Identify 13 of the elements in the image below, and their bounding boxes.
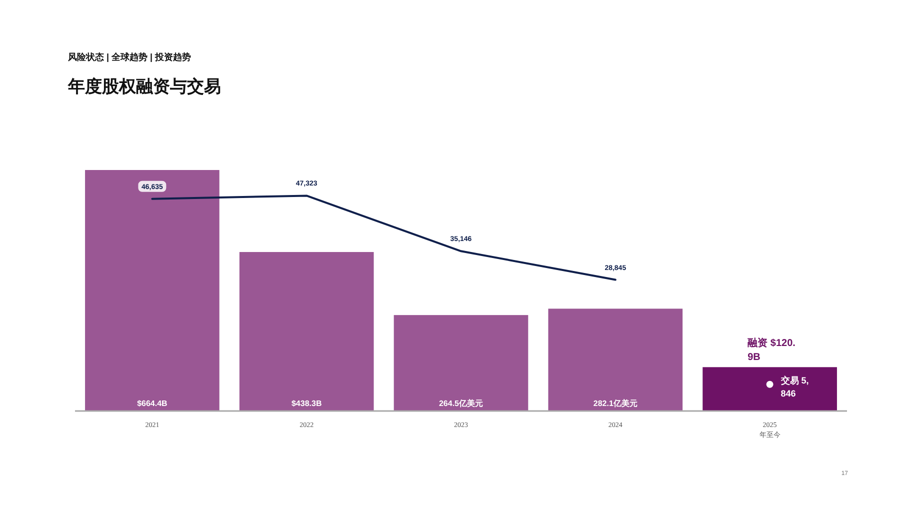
data-label: 交易 5,846	[780, 375, 809, 398]
data-label: $664.4B	[137, 399, 168, 408]
data-label: 264.5亿美元	[438, 398, 484, 408]
bar	[702, 367, 837, 411]
bar	[85, 170, 220, 411]
chart-title: 年度股权融资与交易	[67, 77, 221, 96]
bar	[548, 308, 683, 411]
bar	[394, 315, 528, 411]
data-label: $438.3B	[291, 399, 322, 408]
data-label: 融资 $120.9B	[748, 337, 796, 364]
bar	[239, 252, 374, 411]
data-label: 282.1亿美元	[593, 398, 638, 408]
chart-subtitle: 风险状态 | 全球趋势 | 投资趋势	[67, 52, 192, 62]
